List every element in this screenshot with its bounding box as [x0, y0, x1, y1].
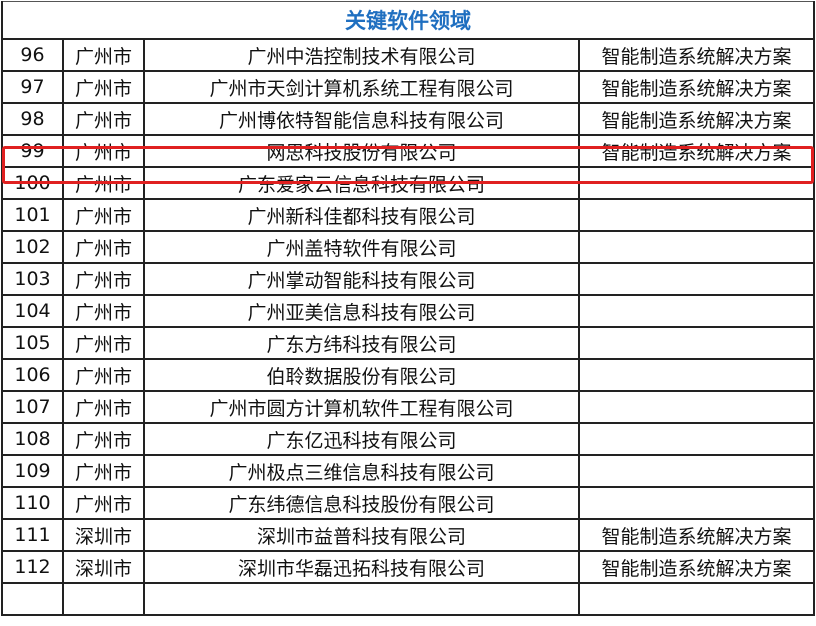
cell-city: 广州市 — [62, 166, 145, 200]
cell-company: 广州中浩控制技术有限公司 — [143, 38, 580, 72]
cell-city: 广州市 — [62, 102, 145, 136]
cell-company: 广东方纬科技有限公司 — [143, 326, 580, 360]
cell-field — [578, 198, 815, 232]
table-row: 104 广州市 广州亚美信息科技有限公司 — [1, 294, 815, 328]
cell-field: 智能制造系统解决方案 — [578, 102, 815, 136]
cell-city: 广州市 — [62, 454, 145, 488]
cell-city: 广州市 — [62, 358, 145, 392]
cell-company: 网思科技股份有限公司 — [143, 134, 580, 168]
cell-company: 广州博依特智能信息科技有限公司 — [143, 102, 580, 136]
cell-no: 97 — [1, 70, 64, 104]
cell-company: 广东亿迅科技有限公司 — [143, 422, 580, 456]
cell-field — [578, 454, 815, 488]
table-row: 103 广州市 广州掌动智能科技有限公司 — [1, 262, 815, 296]
cell-no: 111 — [1, 518, 64, 552]
cell-field: 智能制造系统解决方案 — [578, 70, 815, 104]
table-title: 关键软件领域 — [1, 1, 815, 40]
cell-company: 广州市圆方计算机软件工程有限公司 — [143, 390, 580, 424]
cell-field — [578, 422, 815, 456]
table-row: 111 深圳市 深圳市益普科技有限公司 智能制造系统解决方案 — [1, 518, 815, 552]
table-row: 96 广州市 广州中浩控制技术有限公司 智能制造系统解决方案 — [1, 38, 815, 72]
cell-field — [578, 230, 815, 264]
table-row: 102 广州市 广州盖特软件有限公司 — [1, 230, 815, 264]
cell-no: 101 — [1, 198, 64, 232]
cell-no: 99 — [1, 134, 64, 168]
cell-field — [578, 390, 815, 424]
cell-company: 广东爱家云信息科技有限公司 — [143, 166, 580, 200]
cell-no: 100 — [1, 166, 64, 200]
cell-company: 深圳市益普科技有限公司 — [143, 518, 580, 552]
cell-company: 深圳市华磊迅拓科技有限公司 — [143, 550, 580, 584]
cell-city: 广州市 — [62, 230, 145, 264]
table-row: 107 广州市 广州市圆方计算机软件工程有限公司 — [1, 390, 815, 424]
cell-city: 广州市 — [62, 134, 145, 168]
cell-no: 107 — [1, 390, 64, 424]
cell-city: 广州市 — [62, 38, 145, 72]
cell-city: 广州市 — [62, 326, 145, 360]
table-row: 112 深圳市 深圳市华磊迅拓科技有限公司 智能制造系统解决方案 — [1, 550, 815, 584]
table-row-highlighted: 99 广州市 网思科技股份有限公司 智能制造系统解决方案 — [1, 134, 815, 168]
cell-field — [578, 358, 815, 392]
table-row: 98 广州市 广州博依特智能信息科技有限公司 智能制造系统解决方案 — [1, 102, 815, 136]
cell-field — [578, 294, 815, 328]
table-row: 101 广州市 广州新科佳都科技有限公司 — [1, 198, 815, 232]
cell-no: 106 — [1, 358, 64, 392]
cell-city: 深圳市 — [62, 518, 145, 552]
table-row: 106 广州市 伯聆数据股份有限公司 — [1, 358, 815, 392]
cell-no: 109 — [1, 454, 64, 488]
cell-company: 广州新科佳都科技有限公司 — [143, 198, 580, 232]
cell-city: 广州市 — [62, 262, 145, 296]
cell-empty — [578, 582, 815, 616]
cell-field: 智能制造系统解决方案 — [578, 134, 815, 168]
cell-city: 广州市 — [62, 70, 145, 104]
cell-field — [578, 486, 815, 520]
cell-company: 广州市天剑计算机系统工程有限公司 — [143, 70, 580, 104]
cell-company: 广州盖特软件有限公司 — [143, 230, 580, 264]
table-row: 100 广州市 广东爱家云信息科技有限公司 — [1, 166, 815, 200]
cell-field: 智能制造系统解决方案 — [578, 38, 815, 72]
cell-no: 112 — [1, 550, 64, 584]
cell-field — [578, 326, 815, 360]
table-row: 108 广州市 广东亿迅科技有限公司 — [1, 422, 815, 456]
cell-no: 102 — [1, 230, 64, 264]
cell-city: 广州市 — [62, 198, 145, 232]
cell-field: 智能制造系统解决方案 — [578, 518, 815, 552]
cell-no: 104 — [1, 294, 64, 328]
cell-company: 伯聆数据股份有限公司 — [143, 358, 580, 392]
cell-no: 105 — [1, 326, 64, 360]
cell-empty — [1, 582, 64, 616]
table-row-partial — [1, 582, 815, 616]
table-row: 105 广州市 广东方纬科技有限公司 — [1, 326, 815, 360]
cell-company: 广州亚美信息科技有限公司 — [143, 294, 580, 328]
cell-empty — [62, 582, 145, 616]
cell-empty — [143, 582, 580, 616]
title-row: 关键软件领域 — [1, 1, 815, 40]
cell-city: 广州市 — [62, 294, 145, 328]
table-row: 110 广州市 广东纬德信息科技股份有限公司 — [1, 486, 815, 520]
cell-city: 广州市 — [62, 390, 145, 424]
cell-field — [578, 262, 815, 296]
cell-no: 103 — [1, 262, 64, 296]
cell-no: 98 — [1, 102, 64, 136]
cell-no: 96 — [1, 38, 64, 72]
cell-city: 深圳市 — [62, 550, 145, 584]
cell-no: 108 — [1, 422, 64, 456]
cell-city: 广州市 — [62, 422, 145, 456]
cell-company: 广州极点三维信息科技有限公司 — [143, 454, 580, 488]
table-row: 109 广州市 广州极点三维信息科技有限公司 — [1, 454, 815, 488]
cell-city: 广州市 — [62, 486, 145, 520]
cell-company: 广州掌动智能科技有限公司 — [143, 262, 580, 296]
cell-field: 智能制造系统解决方案 — [578, 550, 815, 584]
cell-field — [578, 166, 815, 200]
cell-company: 广东纬德信息科技股份有限公司 — [143, 486, 580, 520]
cell-no: 110 — [1, 486, 64, 520]
table-row: 97 广州市 广州市天剑计算机系统工程有限公司 智能制造系统解决方案 — [1, 70, 815, 104]
